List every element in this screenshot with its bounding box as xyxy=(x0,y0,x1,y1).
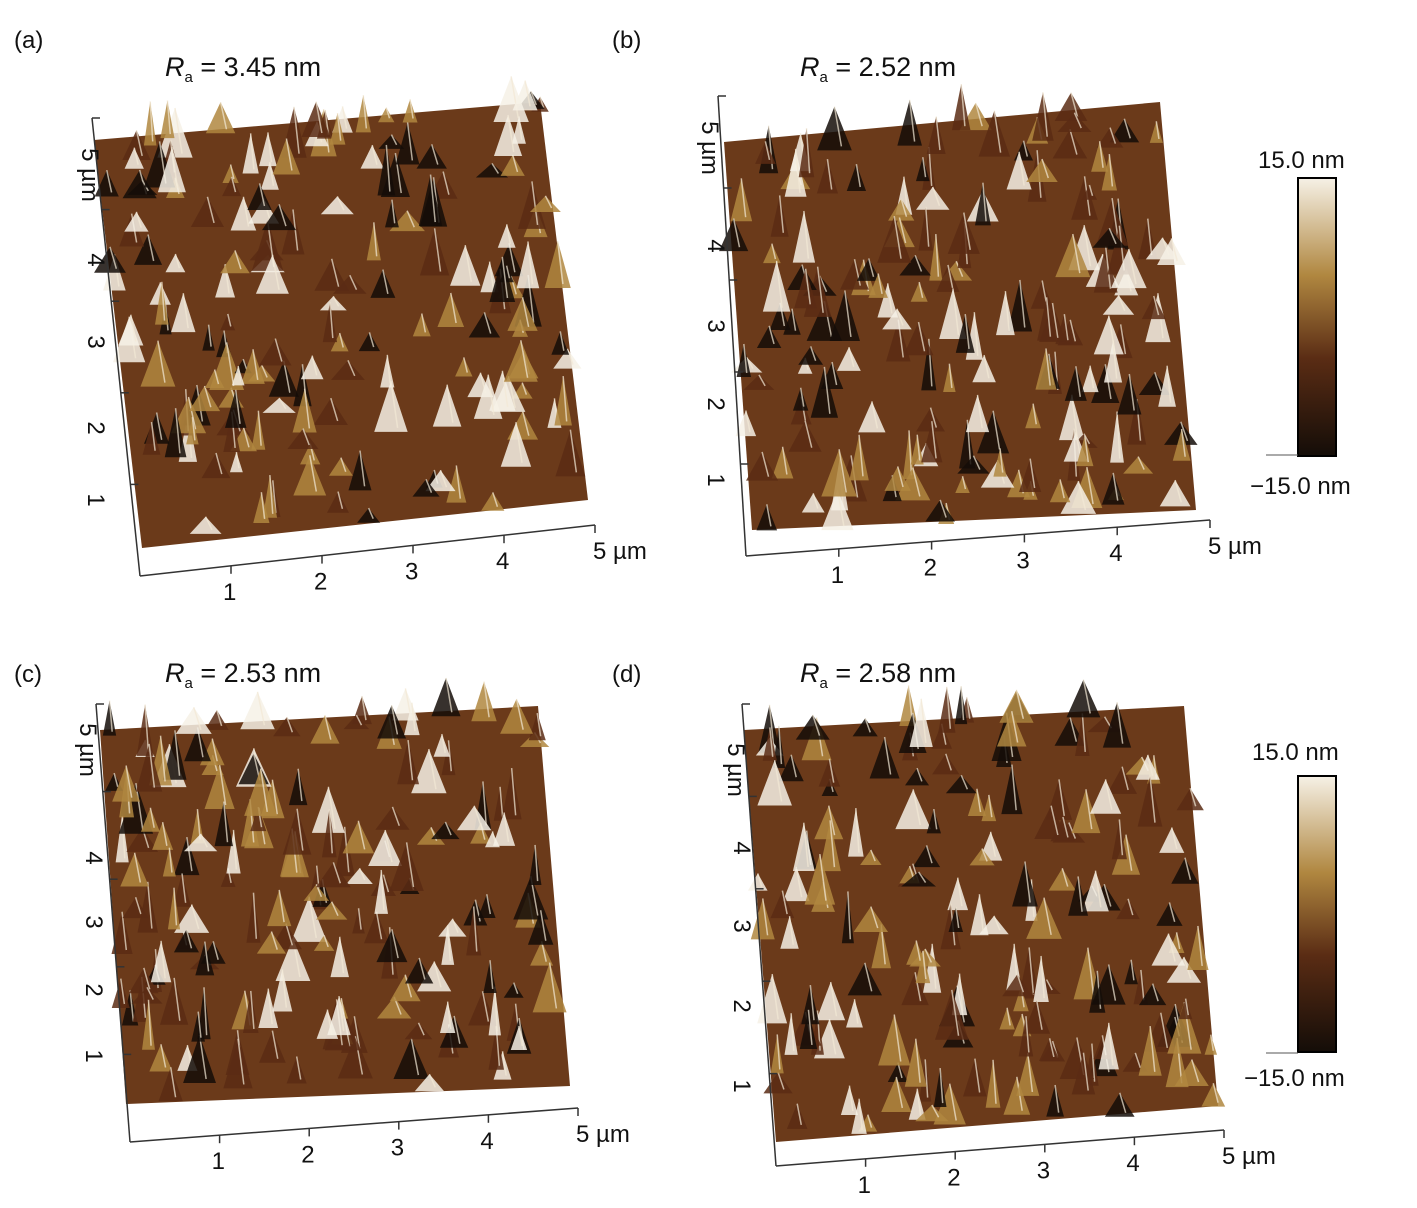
panel-b-y-tick-label: 1 xyxy=(702,473,729,486)
colorbar-top: 15.0 nm −15.0 nm xyxy=(1250,147,1351,500)
panel-d-x-tick-label: 2 xyxy=(947,1165,960,1192)
panel-a: (a) Ra = 3.45 nm 1 2 3 4 5 µm 1 2 3 4 5 µm xyxy=(14,27,647,606)
panel-a-y-tick-label: 1 xyxy=(82,493,109,506)
panel-d-x-tick-label: 5 µm xyxy=(1222,1143,1276,1170)
panel-d-y-tick-label: 4 xyxy=(728,841,755,854)
panel-a-surface xyxy=(94,102,588,548)
panel-b: (b) Ra = 2.52 nm 1 2 3 4 5 µm 1 2 3 4 5 µm xyxy=(612,27,1262,589)
panel-a-roughness-title: Ra = 3.45 nm xyxy=(165,52,321,86)
panel-c-y-tick-label: 2 xyxy=(80,983,107,996)
panel-c-y-axis xyxy=(95,703,131,1143)
panel-d-y-tick-label: 3 xyxy=(728,919,755,932)
panel-d-label: (d) xyxy=(612,661,641,688)
panel-c-topography xyxy=(102,677,567,1102)
panel-a-topography xyxy=(94,76,586,534)
panel-b-y-axis xyxy=(717,95,747,557)
panel-d-topography xyxy=(748,679,1226,1134)
panel-c-x-tick-label: 1 xyxy=(212,1148,225,1175)
colorbar-bottom: 15.0 nm −15.0 nm xyxy=(1244,739,1345,1092)
colorbar-bottom-min-label: −15.0 nm xyxy=(1244,1065,1345,1092)
panel-c-y-tick-label: 5 µm xyxy=(74,723,101,777)
panel-a-y-tick-label: 2 xyxy=(82,421,109,434)
panel-b-x-tick-label: 3 xyxy=(1016,547,1029,574)
panel-d: (d) Ra = 2.58 nm 1 2 3 4 5 µm 1 2 3 4 5 µm xyxy=(612,658,1276,1199)
panel-b-label: (b) xyxy=(612,27,641,54)
panel-a-x-tick-label: 5 µm xyxy=(593,538,647,565)
panel-b-x-axis xyxy=(745,519,1211,557)
panel-d-y-axis xyxy=(741,703,777,1167)
panel-b-y-tick-label: 2 xyxy=(702,397,729,410)
panel-b-x-tick-label: 5 µm xyxy=(1208,533,1262,560)
panel-a-y-tick-label: 4 xyxy=(82,253,109,266)
panel-b-y-tick-label: 3 xyxy=(702,319,729,332)
panel-c-y-tick-label: 1 xyxy=(80,1049,107,1062)
colorbar-top-min-label: −15.0 nm xyxy=(1250,473,1351,500)
panel-a-y-tick-label: 5 µm xyxy=(76,148,103,202)
panel-c-y-tick-label: 3 xyxy=(80,915,107,928)
panel-b-x-tick-label: 2 xyxy=(924,555,937,582)
panel-a-x-tick-label: 4 xyxy=(496,548,509,575)
panel-c-x-tick-label: 2 xyxy=(301,1141,314,1168)
panel-c: (c) Ra = 2.53 nm 1 2 3 4 5 µm 1 2 3 4 5 µm xyxy=(14,658,630,1175)
panel-d-y-tick-label: 1 xyxy=(728,1079,755,1092)
panel-c-x-tick-label: 3 xyxy=(391,1135,404,1162)
panel-d-x-tick-label: 3 xyxy=(1037,1157,1050,1184)
panel-a-x-tick-label: 3 xyxy=(405,558,418,585)
panel-b-x-tick-label: 4 xyxy=(1109,540,1122,567)
panel-c-y-tick-label: 4 xyxy=(80,851,107,864)
panel-d-y-tick-label: 5 µm xyxy=(722,743,749,797)
panel-a-x-tick-label: 1 xyxy=(223,579,236,606)
panel-c-label: (c) xyxy=(14,661,42,688)
panel-d-x-axis xyxy=(775,1129,1225,1167)
panel-d-y-tick-label: 2 xyxy=(728,999,755,1012)
panel-c-roughness-title: Ra = 2.53 nm xyxy=(165,658,321,692)
panel-b-roughness-title: Ra = 2.52 nm xyxy=(800,52,956,86)
panel-c-x-tick-label: 5 µm xyxy=(576,1121,630,1148)
panel-a-x-axis xyxy=(139,524,596,577)
panel-b-y-tick-label: 4 xyxy=(702,239,729,252)
colorbar-top-max-label: 15.0 nm xyxy=(1258,147,1345,174)
panel-d-x-tick-label: 1 xyxy=(858,1172,871,1199)
panel-c-x-axis xyxy=(129,1107,579,1143)
panel-d-x-tick-label: 4 xyxy=(1126,1150,1139,1177)
panel-b-topography xyxy=(719,84,1198,531)
panel-a-y-axis xyxy=(91,117,141,577)
panel-b-x-tick-label: 1 xyxy=(831,562,844,589)
colorbar-bottom-max-label: 15.0 nm xyxy=(1252,739,1339,766)
panel-a-y-tick-label: 3 xyxy=(82,335,109,348)
panel-a-label: (a) xyxy=(14,27,43,54)
panel-d-roughness-title: Ra = 2.58 nm xyxy=(800,658,956,692)
panel-c-x-tick-label: 4 xyxy=(480,1128,493,1155)
panel-a-x-tick-label: 2 xyxy=(314,569,327,596)
panel-b-y-tick-label: 5 µm xyxy=(696,121,723,175)
